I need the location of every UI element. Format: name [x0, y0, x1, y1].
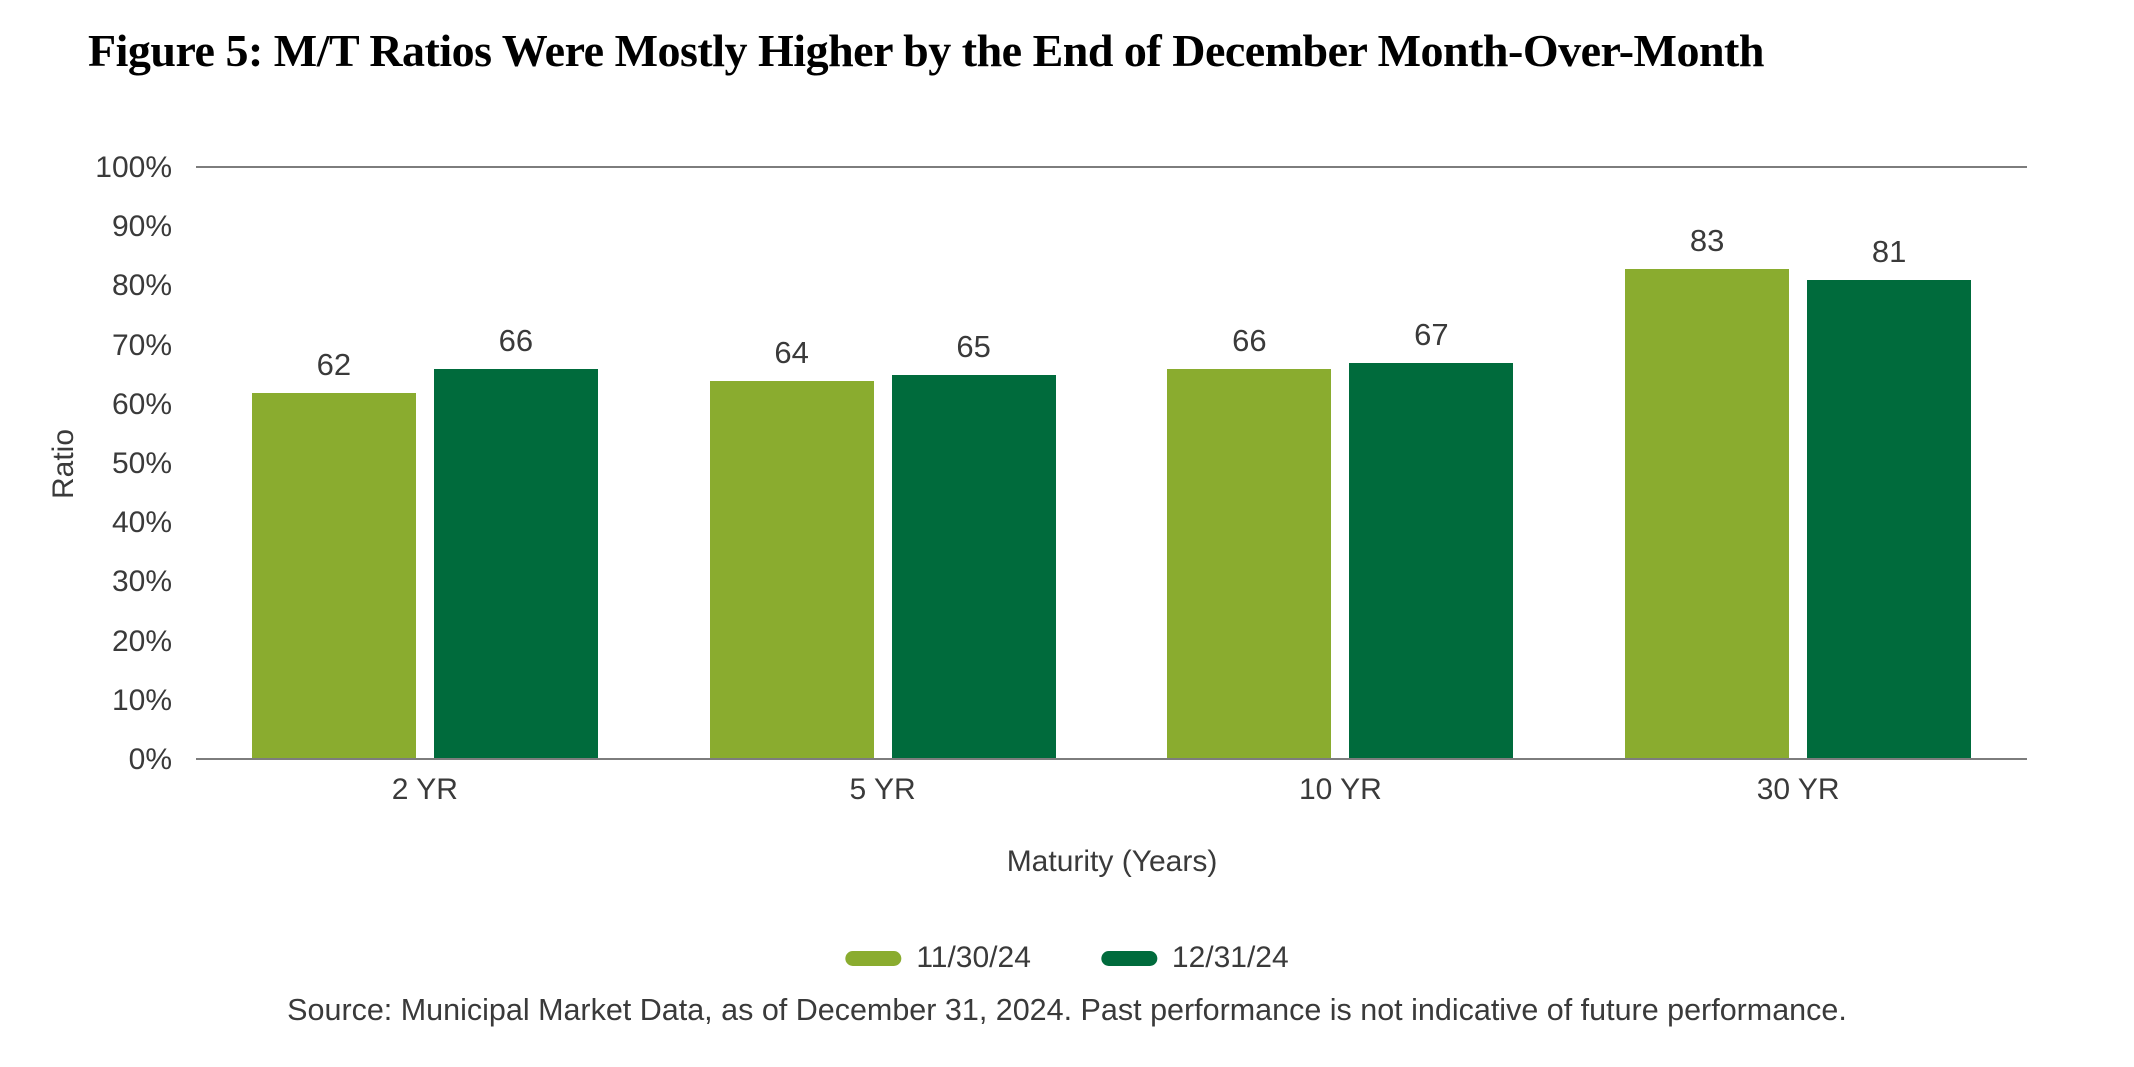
- legend: 11/30/24 12/31/24: [845, 941, 1289, 975]
- y-tick-label-70: 70%: [111, 328, 172, 362]
- bar-12-31-24-10-yr: [1349, 363, 1514, 760]
- y-tick-label-100: 100%: [95, 151, 172, 184]
- legend-swatch-12-31-24: [1100, 950, 1157, 966]
- bar-12-31-24-2-yr: [433, 369, 598, 760]
- bar-value-label-11-30-24-2-yr: 62: [316, 346, 352, 382]
- x-tick-label-5-yr: 5 YR: [849, 773, 916, 806]
- bar-value-label-11-30-24-5-yr: 64: [774, 335, 809, 371]
- bar-value-label-12-31-24-2-yr: 66: [498, 323, 534, 359]
- y-tick-label-10: 10%: [111, 683, 172, 717]
- legend-item-11-30-24: 11/30/24: [845, 941, 1031, 975]
- y-tick-label-50: 50%: [111, 447, 172, 480]
- legend-swatch-11-30-24: [845, 950, 902, 966]
- bar-12-31-24-30-yr: [1807, 280, 1972, 760]
- bar-11-30-24-10-yr: [1167, 369, 1332, 760]
- chart-title: Figure 5: M/T Ratios Were Mostly Higher …: [88, 25, 1764, 76]
- x-tick-label-30-yr: 30 YR: [1756, 773, 1840, 806]
- bar-11-30-24-30-yr: [1625, 268, 1790, 760]
- x-tick-label-10-yr: 10 YR: [1298, 773, 1382, 806]
- y-tick-label-60: 60%: [111, 387, 172, 421]
- legend-label-12-31-24: 12/31/24: [1171, 941, 1289, 974]
- x-tick-label-2-yr: 2 YR: [391, 773, 458, 806]
- bar-value-label-12-31-24-10-yr: 67: [1414, 317, 1449, 353]
- plot-area: 62 66 2 YR 64 65 5 YR 66 67 10 YR 83 81 30 YR: [196, 168, 2027, 806]
- bar-value-label-12-31-24-5-yr: 65: [956, 329, 991, 365]
- bar-12-31-24-5-yr: [891, 375, 1056, 760]
- y-tick-label-30: 30%: [111, 565, 172, 599]
- y-tick-label-20: 20%: [111, 624, 172, 658]
- legend-label-11-30-24: 11/30/24: [916, 941, 1031, 974]
- bar-value-label-11-30-24-30-yr: 83: [1689, 222, 1725, 258]
- x-axis-line: [196, 758, 2027, 760]
- y-tick-label-90: 90%: [111, 210, 172, 244]
- source-note: Source: Municipal Market Data, as of Dec…: [287, 993, 1847, 1027]
- bar-value-label-12-31-24-30-yr: 81: [1871, 234, 1907, 270]
- y-tick-label-80: 80%: [111, 269, 172, 303]
- bar-11-30-24-2-yr: [251, 392, 416, 760]
- y-tick-label-40: 40%: [111, 506, 172, 540]
- bar-value-label-11-30-24-10-yr: 66: [1232, 323, 1267, 359]
- x-axis-title: Maturity (Years): [1006, 845, 1218, 878]
- gridline-100-percent: [196, 166, 2027, 168]
- legend-item-12-31-24: 12/31/24: [1100, 941, 1289, 975]
- bar-11-30-24-5-yr: [709, 381, 874, 760]
- y-tick-label-0: 0%: [128, 743, 172, 776]
